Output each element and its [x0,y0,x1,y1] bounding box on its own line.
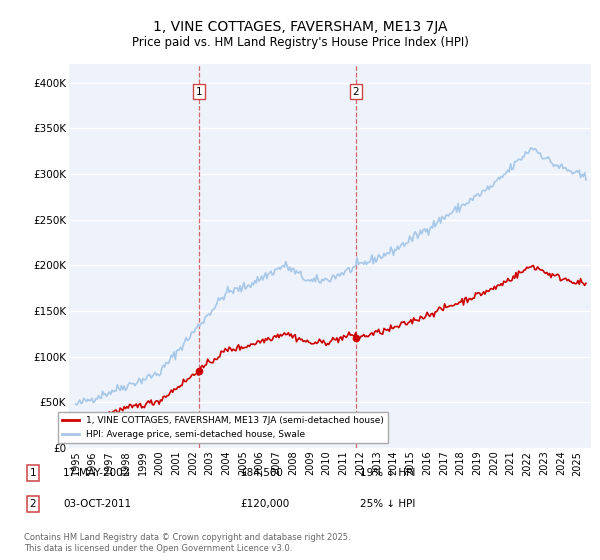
Text: Contains HM Land Registry data © Crown copyright and database right 2025.
This d: Contains HM Land Registry data © Crown c… [24,533,350,553]
Text: 2: 2 [353,87,359,97]
Text: 1: 1 [29,468,37,478]
Text: 2: 2 [29,499,37,509]
Text: 03-OCT-2011: 03-OCT-2011 [63,499,131,509]
Text: Price paid vs. HM Land Registry's House Price Index (HPI): Price paid vs. HM Land Registry's House … [131,36,469,49]
Text: £120,000: £120,000 [240,499,289,509]
Text: 1: 1 [196,87,202,97]
Text: 25% ↓ HPI: 25% ↓ HPI [360,499,415,509]
Text: 1, VINE COTTAGES, FAVERSHAM, ME13 7JA: 1, VINE COTTAGES, FAVERSHAM, ME13 7JA [153,20,447,34]
Text: £84,500: £84,500 [240,468,283,478]
Text: 19% ↓ HPI: 19% ↓ HPI [360,468,415,478]
Text: 17-MAY-2002: 17-MAY-2002 [63,468,130,478]
Legend: 1, VINE COTTAGES, FAVERSHAM, ME13 7JA (semi-detached house), HPI: Average price,: 1, VINE COTTAGES, FAVERSHAM, ME13 7JA (s… [58,412,388,444]
